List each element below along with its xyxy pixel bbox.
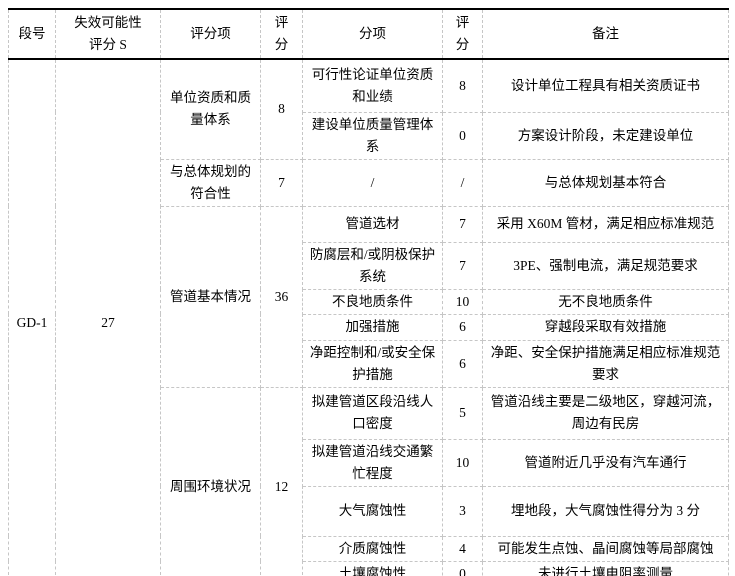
col-header-sub-item: 分项 — [302, 8, 443, 60]
remark-cell: 可能发生点蚀、晶间腐蚀等局部腐蚀 — [482, 535, 729, 562]
remark-cell: 管道沿线主要是二级地区，穿越河流，周边有民房 — [482, 386, 729, 440]
scoring-item-score-cell: 12 — [260, 386, 303, 576]
possibility-score-cell: 27 — [55, 58, 161, 576]
sub-item-cell: 不良地质条件 — [302, 288, 443, 315]
sub-item-cell: 管道选材 — [302, 205, 443, 243]
sub-item-cell: 防腐层和/或阴极保护系统 — [302, 241, 443, 290]
sub-score-cell: 5 — [442, 386, 483, 440]
table-row: 建设单位质量管理体系 0 方案设计阶段，未定建设单位 — [9, 111, 729, 160]
col-header-segment: 段号 — [8, 8, 56, 60]
scoring-item-score-cell: 36 — [260, 205, 303, 388]
sub-score-cell: 8 — [442, 58, 483, 113]
sub-item-cell: 可行性论证单位资质和业绩 — [302, 58, 443, 113]
table-row: 防腐层和/或阴极保护系统 7 3PE、强制电流，满足规范要求 — [9, 241, 729, 290]
col-header-possibility-score: 失效可能性 评分 S — [55, 8, 161, 60]
sub-item-cell: / — [302, 158, 443, 207]
remark-cell: 穿越段采取有效措施 — [482, 313, 729, 341]
remark-cell: 与总体规划基本符合 — [482, 158, 729, 207]
remark-cell: 净距、安全保护措施满足相应标准规范要求 — [482, 339, 729, 388]
table-row: 介质腐蚀性 4 可能发生点蚀、晶间腐蚀等局部腐蚀 — [9, 535, 729, 562]
remark-cell: 3PE、强制电流，满足规范要求 — [482, 241, 729, 290]
sub-score-cell: 7 — [442, 241, 483, 290]
col-header-sub-score: 评 分 — [442, 8, 483, 60]
sub-score-cell: 10 — [442, 438, 483, 487]
table-row: 拟建管道沿线交通繁忙程度 10 管道附近几乎没有汽车通行 — [9, 438, 729, 487]
scoring-item-cell: 单位资质和质量体系 — [160, 58, 261, 160]
remark-cell: 未进行土壤电阻率测量 — [482, 560, 729, 576]
sub-score-cell: 3 — [442, 485, 483, 537]
sub-item-cell: 拟建管道沿线交通繁忙程度 — [302, 438, 443, 487]
sub-score-cell: 7 — [442, 205, 483, 243]
sub-score-cell: / — [442, 158, 483, 207]
sub-item-cell: 净距控制和/或安全保护措施 — [302, 339, 443, 388]
col-header-item-score: 评 分 — [260, 8, 303, 60]
remark-cell: 采用 X60M 管材，满足相应标准规范 — [482, 205, 729, 243]
sub-item-cell: 加强措施 — [302, 313, 443, 341]
table-row: 不良地质条件 10 无不良地质条件 — [9, 288, 729, 315]
remark-cell: 埋地段，大气腐蚀性得分为 3 分 — [482, 485, 729, 537]
remark-cell: 无不良地质条件 — [482, 288, 729, 315]
sub-score-cell: 4 — [442, 535, 483, 562]
scoring-item-cell: 周围环境状况 — [160, 386, 261, 576]
sub-score-cell: 6 — [442, 313, 483, 341]
table-row: 管道基本情况 36 管道选材 7 采用 X60M 管材，满足相应标准规范 — [9, 205, 729, 388]
table-row: GD-1 27 单位资质和质量体系 8 可行性论证单位资质和业绩 8 设计单位工… — [8, 58, 729, 576]
sub-item-cell: 介质腐蚀性 — [302, 535, 443, 562]
sub-item-cell: 大气腐蚀性 — [302, 485, 443, 537]
remark-cell: 方案设计阶段，未定建设单位 — [482, 111, 729, 160]
scoring-item-score-cell: 8 — [260, 58, 303, 160]
table-row: 大气腐蚀性 3 埋地段，大气腐蚀性得分为 3 分 — [9, 485, 729, 537]
remark-cell: 管道附近几乎没有汽车通行 — [482, 438, 729, 487]
header-row: 段号 失效可能性 评分 S 评分项 评 分 分项 评 分 备注 — [8, 8, 729, 60]
scoring-item-score-cell: 7 — [260, 158, 303, 207]
sub-score-cell: 0 — [442, 111, 483, 160]
scoring-item-cell: 管道基本情况 — [160, 205, 261, 388]
col-header-remark: 备注 — [482, 8, 729, 60]
sub-item-cell: 拟建管道区段沿线人口密度 — [302, 386, 443, 440]
sub-score-cell: 10 — [442, 288, 483, 315]
sub-item-cell: 建设单位质量管理体系 — [302, 111, 443, 160]
remark-cell: 设计单位工程具有相关资质证书 — [482, 58, 729, 113]
sub-score-cell: 0 — [442, 560, 483, 576]
table-row: 土壤腐蚀性 0 未进行土壤电阻率测量 — [9, 560, 729, 576]
sub-score-cell: 6 — [442, 339, 483, 388]
sub-item-cell: 土壤腐蚀性 — [302, 560, 443, 576]
scoring-item-cell: 与总体规划的符合性 — [160, 158, 261, 207]
segment-id-cell: GD-1 — [8, 58, 56, 576]
table-row: 周围环境状况 12 拟建管道区段沿线人口密度 5 管道沿线主要是二级地区，穿越河… — [9, 386, 729, 576]
col-header-scoring-item: 评分项 — [160, 8, 261, 60]
assessment-table: 段号 失效可能性 评分 S 评分项 评 分 分项 评 分 备注 GD-1 27 … — [8, 8, 729, 576]
